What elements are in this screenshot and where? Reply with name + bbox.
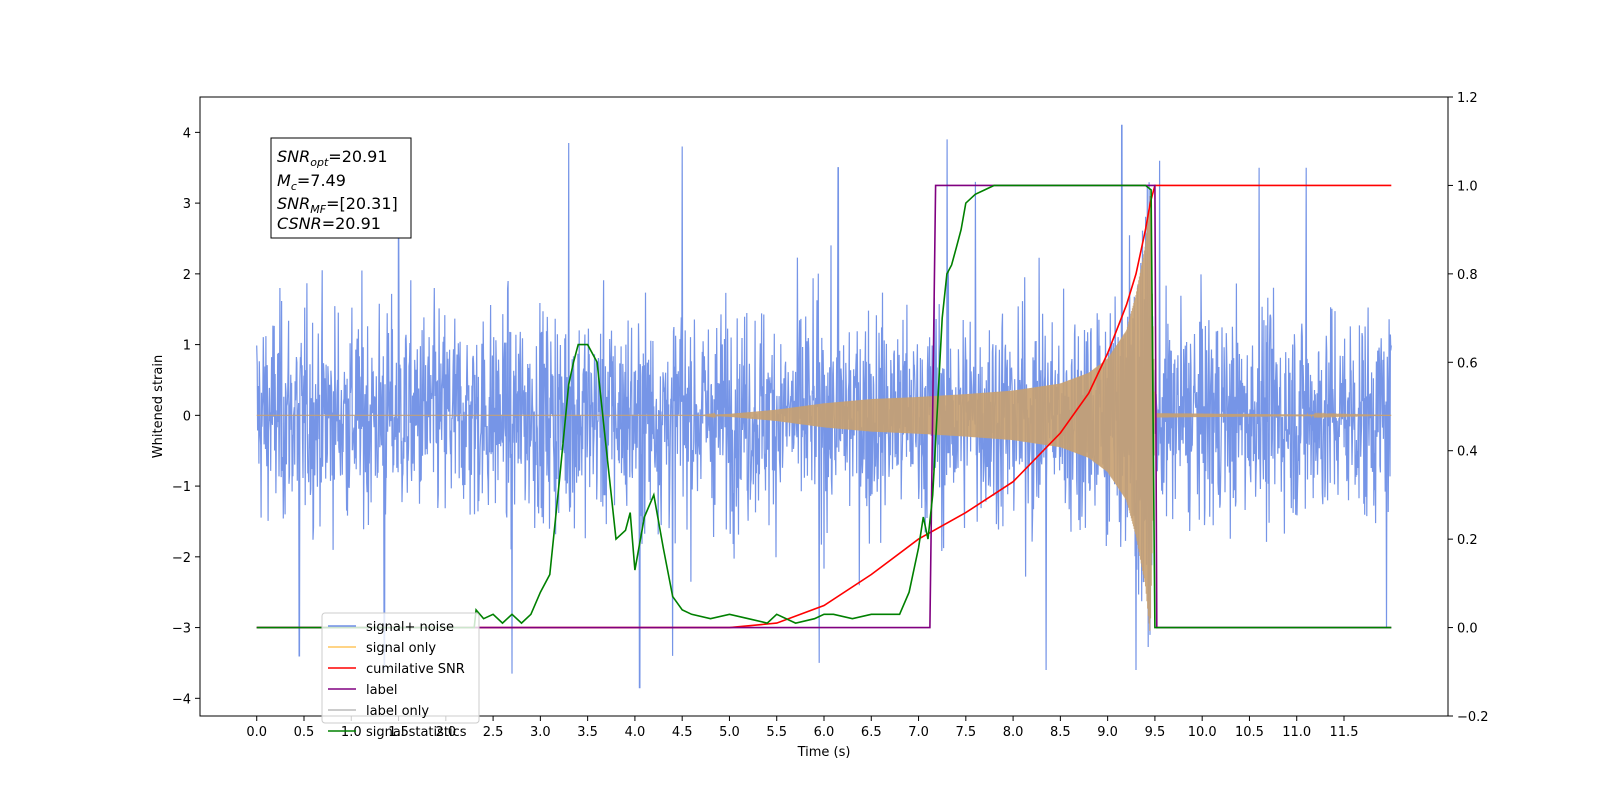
x-tick-label: 7.5 <box>955 725 976 740</box>
x-tick-label: 11.0 <box>1282 725 1311 740</box>
x-tick-label: 3.5 <box>577 725 598 740</box>
y-tick-label: −3 <box>172 622 191 637</box>
legend-frame <box>321 612 480 724</box>
annotation-snr-opt: SNRopt=20.91 <box>277 147 388 169</box>
x-tick-label: 5.0 <box>719 725 740 740</box>
y2-tick-label: 0.6 <box>1457 356 1478 371</box>
x-tick-label: 5.5 <box>766 725 787 740</box>
series-cumilative-snr <box>256 184 1392 629</box>
legend-label: signal only <box>366 641 436 656</box>
annotation-csnr: CSNR=20.91 <box>277 214 381 233</box>
x-tick-label: 0.0 <box>246 725 267 740</box>
x-tick-label: 9.0 <box>1097 725 1118 740</box>
x-tick-label: 3.0 <box>530 725 551 740</box>
x-axis-label: Time (s) <box>797 745 851 760</box>
annotation-frame <box>270 137 412 239</box>
legend-label: label only <box>366 704 429 719</box>
y2-tick-label: 0.8 <box>1457 268 1478 283</box>
y-tick-label: 2 <box>183 268 191 283</box>
x-tick-label: 7.0 <box>908 725 929 740</box>
y-tick-label: −2 <box>172 551 191 566</box>
y2-tick-label: 1.2 <box>1457 91 1478 106</box>
x-tick-label: 11.5 <box>1330 725 1359 740</box>
annotation-mc: Mc=7.49 <box>277 171 346 193</box>
legend: signal+ noise signal only cumilative SNR la… <box>321 612 480 740</box>
y-tick-label: −4 <box>172 692 191 707</box>
y2-tick-label: 0.4 <box>1457 445 1478 460</box>
plot-area <box>256 124 1392 689</box>
y-tick-label: 1 <box>183 339 191 354</box>
x-tick-label: 10.5 <box>1235 725 1264 740</box>
legend-label: signal+ noise <box>366 620 454 635</box>
axis-ticks: 0.0 0.5 1.0 1.5 2.0 2.5 3.0 3.5 4.0 4.5 5.0 5.5 6.0 6… <box>172 91 1489 740</box>
x-tick-label: 6.5 <box>861 725 882 740</box>
x-tick-label: 1.5 <box>388 725 409 740</box>
x-tick-label: 8.0 <box>1003 725 1024 740</box>
y-axis-label: Whitened strain <box>151 355 166 458</box>
legend-label: signal statistics <box>366 725 467 740</box>
x-tick-label: 2.5 <box>483 725 504 740</box>
x-tick-label: 2.0 <box>435 725 456 740</box>
y-tick-label: 4 <box>183 126 191 141</box>
y2-tick-label: 0.2 <box>1457 533 1478 548</box>
x-tick-label: 9.5 <box>1145 725 1166 740</box>
legend-label: cumilative SNR <box>366 662 465 677</box>
y2-tick-label: 0.0 <box>1457 622 1478 637</box>
annotation-snr-mf: SNRMF=[20.31] <box>277 194 398 216</box>
series-signal-only <box>256 195 1392 631</box>
y-tick-label: 0 <box>183 409 191 424</box>
legend-label: label <box>366 683 397 698</box>
y-tick-label: 3 <box>183 197 191 212</box>
x-tick-label: 4.0 <box>625 725 646 740</box>
x-tick-label: 1.0 <box>341 725 362 740</box>
x-tick-label: 0.5 <box>294 725 315 740</box>
y2-tick-label: −0.2 <box>1457 710 1489 725</box>
y2-tick-label: 1.0 <box>1457 179 1478 194</box>
stats-annotation-box: SNRopt=20.91 Mc=7.49 SNRMF=[20.31] CSNR=… <box>270 137 412 239</box>
x-tick-label: 10.0 <box>1188 725 1217 740</box>
x-tick-label: 8.5 <box>1050 725 1071 740</box>
y-tick-label: −1 <box>172 480 191 495</box>
x-tick-label: 6.0 <box>814 725 835 740</box>
series-signal-noise <box>256 124 1392 689</box>
series-signal-statistics <box>256 184 1392 629</box>
x-tick-label: 4.5 <box>672 725 693 740</box>
series-group <box>256 124 1392 689</box>
